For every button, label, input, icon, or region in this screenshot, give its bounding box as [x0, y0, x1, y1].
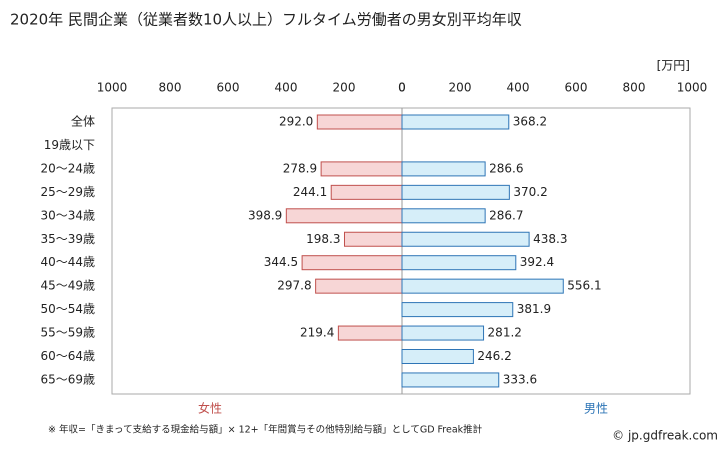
bar [401, 184, 510, 200]
value-label: 198.3 [306, 232, 340, 246]
category-label: 50〜54歳 [40, 302, 95, 316]
plot-area [111, 107, 691, 395]
bar [285, 208, 403, 224]
value-label: 368.2 [513, 115, 547, 129]
value-label: 398.9 [248, 208, 282, 222]
x-tick-label: 600 [565, 81, 588, 95]
legend-label: 男性 [584, 402, 608, 416]
bar [301, 255, 403, 271]
value-label: 297.8 [277, 279, 311, 293]
value-label: 278.9 [283, 161, 317, 175]
bar [401, 325, 485, 341]
bar [401, 114, 510, 130]
x-tick-label: 1000 [97, 81, 128, 95]
footnote: ※ 年収=「きまって支給する現金給与額」× 12+「年間賞与その他特別給与額」と… [48, 424, 483, 436]
value-label: 281.2 [488, 326, 522, 340]
value-label: 219.4 [300, 326, 334, 340]
value-label: 333.6 [503, 372, 537, 386]
category-label: 55〜59歳 [40, 326, 95, 340]
value-label: 246.2 [477, 349, 511, 363]
x-tick-label: 800 [159, 81, 182, 95]
x-tick-label: 600 [217, 81, 240, 95]
bar [315, 278, 403, 294]
category-label: 全体 [71, 114, 95, 129]
category-label: 19歳以下 [44, 138, 95, 152]
x-tick-label: 0 [398, 81, 406, 95]
bar [401, 161, 486, 177]
bar [401, 302, 514, 318]
x-tick-label: 0 [398, 81, 406, 95]
bar [401, 372, 500, 388]
x-tick-label: 200 [449, 81, 472, 95]
unit-label: [万円] [657, 59, 690, 73]
value-label: 286.7 [489, 208, 523, 222]
category-label: 30〜34歳 [40, 208, 95, 222]
value-label: 392.4 [520, 255, 554, 269]
category-label: 65〜69歳 [40, 372, 95, 386]
x-tick-label: 400 [275, 81, 298, 95]
value-label: 344.5 [264, 255, 298, 269]
x-tick-label: 200 [333, 81, 356, 95]
value-label: 438.3 [533, 232, 567, 246]
category-label: 60〜64歳 [40, 349, 95, 363]
value-label: 370.2 [513, 185, 547, 199]
value-label: 556.1 [567, 279, 601, 293]
value-label: 292.0 [279, 115, 313, 129]
bar [401, 278, 564, 294]
legend-label: 女性 [198, 401, 222, 416]
category-label: 35〜39歳 [40, 232, 95, 246]
bar [316, 114, 403, 130]
value-label: 381.9 [517, 302, 551, 316]
value-label: 244.1 [293, 185, 327, 199]
category-label: 40〜44歳 [40, 255, 95, 269]
category-label: 45〜49歳 [40, 279, 95, 293]
bar [343, 231, 403, 247]
x-tick-label: 400 [507, 81, 530, 95]
bar [401, 208, 486, 224]
category-label: 20〜24歳 [40, 161, 95, 175]
bar [320, 161, 403, 177]
bar [337, 325, 403, 341]
category-label: 25〜29歳 [40, 185, 95, 199]
x-tick-label: 1000 [677, 81, 708, 95]
bar [401, 231, 530, 247]
value-label: 286.6 [489, 161, 523, 175]
bar [401, 255, 517, 271]
chart-title: 2020年 民間企業（従業者数10人以上）フルタイム労働者の男女別平均年収 [10, 11, 522, 29]
bar [330, 184, 403, 200]
bar [401, 349, 474, 364]
copyright: © jp.gdfreak.com [612, 429, 718, 443]
x-tick-label: 800 [623, 81, 646, 95]
